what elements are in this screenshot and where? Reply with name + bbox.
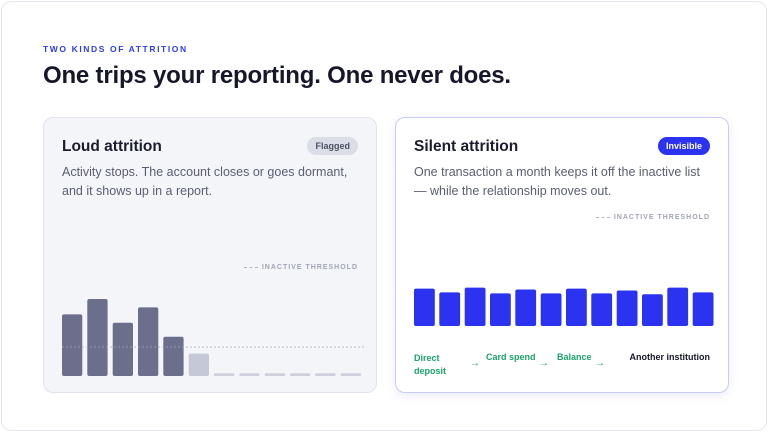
threshold-label: INACTIVE THRESHOLD xyxy=(595,214,710,221)
flow-destination: Another institution xyxy=(629,352,711,362)
activity-bar xyxy=(692,292,714,326)
activity-bar xyxy=(616,290,638,326)
activity-bar xyxy=(87,299,108,376)
loud-bars-chart xyxy=(62,299,366,376)
activity-bar xyxy=(490,293,511,326)
threshold-text: INACTIVE THRESHOLD xyxy=(613,214,710,221)
activity-bar xyxy=(414,288,435,326)
silent-attrition-card: Silent attrition Invisible One transacti… xyxy=(395,117,729,393)
activity-bar xyxy=(138,307,159,376)
activity-bar xyxy=(340,373,361,376)
silent-bars-chart xyxy=(414,287,714,326)
loud-attrition-card: Loud attrition Flagged Activity stops. T… xyxy=(43,117,377,393)
card-description: One transaction a month keeps it off the… xyxy=(414,165,701,198)
arrow-right-icon: → xyxy=(470,358,480,369)
activity-bar xyxy=(642,294,663,326)
card-description: Activity stops. The account closes or go… xyxy=(62,165,348,198)
activity-bar xyxy=(264,373,285,376)
card-title: Loud attrition xyxy=(62,138,162,155)
invisible-badge: Invisible xyxy=(657,137,710,155)
activity-bar xyxy=(239,373,260,376)
dashed-line-icon xyxy=(595,216,610,218)
activity-bar xyxy=(315,373,336,376)
activity-bar xyxy=(188,353,209,376)
activity-bar xyxy=(214,373,235,376)
arrow-right-icon: → xyxy=(539,358,549,369)
activity-bar xyxy=(464,287,486,326)
flow-step-card-spend: Card spend xyxy=(486,352,536,362)
activity-bar xyxy=(290,373,311,376)
activity-bar xyxy=(112,322,133,376)
activity-bar xyxy=(667,287,689,326)
arrow-right-icon: → xyxy=(595,358,605,369)
card-title: Silent attrition xyxy=(414,138,519,155)
activity-bar xyxy=(540,293,562,326)
activity-bar xyxy=(566,288,587,326)
activity-bar xyxy=(62,314,83,376)
page-title: One trips your reporting. One never does… xyxy=(43,62,511,89)
threshold-text: INACTIVE THRESHOLD xyxy=(261,264,358,271)
flow-step-balance: Balance xyxy=(557,352,592,362)
flow-step-direct-deposit: Direct deposit xyxy=(414,353,447,376)
threshold-label: INACTIVE THRESHOLD xyxy=(243,264,358,271)
dashed-line-icon xyxy=(243,266,258,268)
flagged-badge: Flagged xyxy=(307,137,358,155)
eyebrow-label: TWO KINDS OF ATTRITION xyxy=(43,44,188,54)
activity-bar xyxy=(163,336,184,376)
activity-bar xyxy=(439,292,461,326)
activity-bar xyxy=(515,289,537,326)
activity-bar xyxy=(591,293,613,326)
